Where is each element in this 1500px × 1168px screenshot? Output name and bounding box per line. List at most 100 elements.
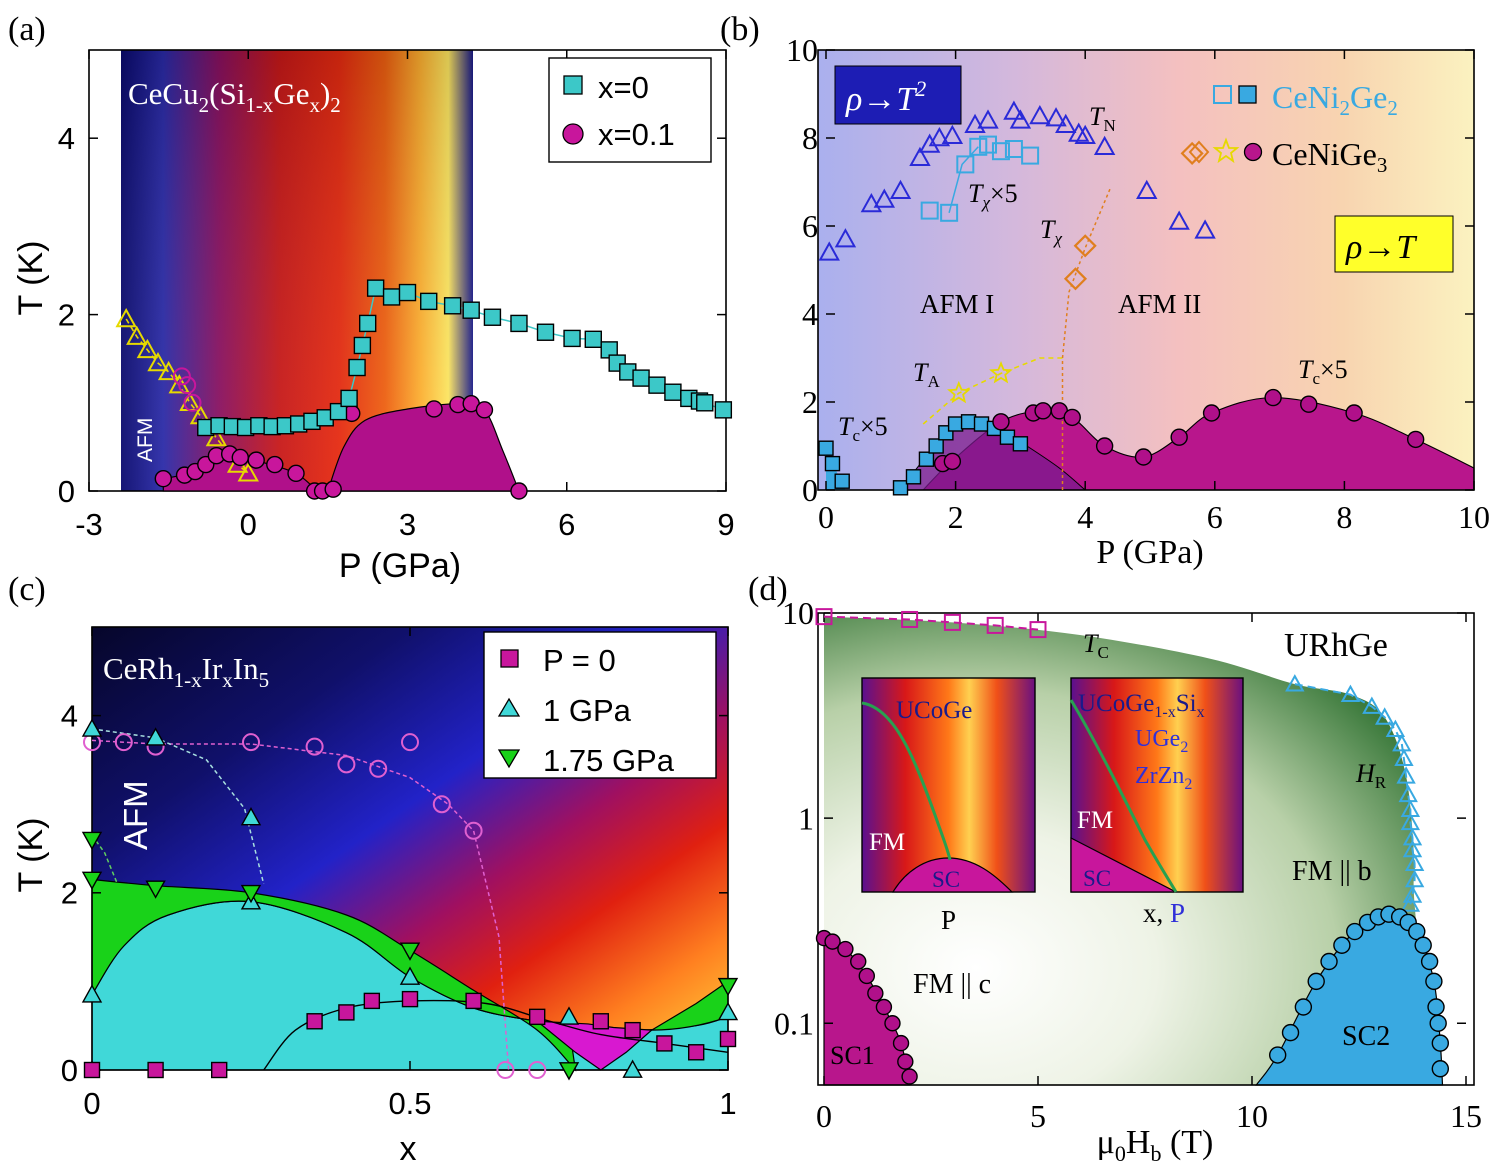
- p0-tc-square: [656, 1035, 673, 1052]
- x0-square-point: [462, 301, 480, 319]
- p0-tc-square: [83, 1061, 101, 1079]
- panel-b-tchi-base: T: [1040, 215, 1056, 244]
- panel-d-xlabel-mu: μ: [1097, 1124, 1115, 1161]
- svg-text:CeRh1-xIrxIn5: CeRh1-xIrxIn5: [103, 651, 269, 692]
- ta-guide: [922, 357, 1063, 425]
- svg-text:TN: TN: [1089, 102, 1116, 135]
- tn-triangle-point: [1068, 122, 1090, 142]
- panel-d-fm-b-label: FM || b: [1292, 856, 1372, 887]
- x-tick-label: 5: [1030, 1098, 1046, 1134]
- panel-b-tchi5-base: T: [968, 179, 984, 208]
- panel-d-xlabel-sub0: 0: [1115, 1141, 1126, 1166]
- cenige3-tc-point: [1406, 430, 1425, 449]
- x-tick-label: 0: [240, 507, 257, 542]
- panel-b-annotations: TN Tχ×5 Tχ TA Tc×5 Tc×5 AFM I AFM II: [838, 102, 1348, 445]
- sc1-circle-point: [892, 1034, 910, 1052]
- panel-d-frame: [817, 612, 1475, 1086]
- inset-generic-sc: SC: [1083, 866, 1111, 891]
- panel-c-legend-marker-square: [500, 649, 519, 668]
- sc1-circle-point: [837, 940, 854, 958]
- tn-triangle-point: [1074, 124, 1096, 144]
- panel-b-tc5-left-base: T: [838, 412, 854, 441]
- tn-triangle-point: [918, 133, 941, 153]
- x01-open-circle-point: [172, 367, 191, 386]
- tn-triangle-point: [873, 188, 896, 208]
- panel-c-title-mid: Ir: [202, 651, 223, 686]
- x0-square-point: [563, 329, 581, 348]
- hr-triangle-point: [1396, 766, 1416, 784]
- afm-triangle-point: [205, 427, 228, 447]
- panel-d-xlabel-end: (T): [1161, 1124, 1213, 1161]
- panel-b-afm2-label: AFM II: [1118, 289, 1201, 319]
- afm-triangle-point: [157, 360, 180, 381]
- cenige3-tc-point: [1264, 388, 1282, 407]
- x-tick-label: 8: [1336, 499, 1352, 535]
- p0-tn-open-circle: [369, 759, 388, 778]
- x0-square-point: [536, 323, 555, 341]
- sc2-circle-point: [1333, 936, 1351, 954]
- tn-triangle-point: [928, 126, 951, 147]
- x0-square-point: [714, 401, 733, 419]
- hr-triangle-point: [1400, 894, 1421, 912]
- panel-b-marks: [818, 100, 1425, 496]
- x0-square-point: [382, 288, 401, 306]
- cenige3-tc-point: [1063, 408, 1081, 427]
- panel-d-xlabel-subb: b: [1150, 1141, 1161, 1166]
- panel-a-title-sub2: 1-x: [245, 93, 273, 117]
- panel-b-xlabel: P (GPa): [1096, 534, 1203, 571]
- panel-b-tn-base: T: [1089, 102, 1105, 131]
- panel-a-title-mid: (Si: [209, 76, 246, 111]
- panel-d-marks: [815, 608, 1450, 1085]
- x0-square-point: [329, 402, 348, 421]
- svg-text:UGe2: UGe2: [1135, 726, 1188, 756]
- x0-square-point: [353, 336, 372, 355]
- inset-generic-axis-b: P: [1170, 898, 1185, 928]
- p0-tc-square: [592, 1013, 609, 1030]
- tchi5-square-point: [920, 201, 939, 220]
- panel-c-legend-p0: P = 0: [543, 643, 616, 678]
- tn-triangle-point: [1045, 107, 1067, 127]
- p0-tn-open-circle: [114, 733, 133, 752]
- 1gpa-triangle: [717, 1001, 739, 1021]
- 175gpa-triangle: [558, 1062, 580, 1081]
- tchi5-guide: [948, 146, 979, 213]
- panel-label-d: (d): [748, 571, 788, 608]
- panel-c-xlabel: x: [400, 1130, 417, 1168]
- inset-ucoge-fm-line: [861, 701, 952, 861]
- tchi5-square-point: [940, 203, 959, 222]
- sc2-circle-point: [1420, 952, 1439, 971]
- tn-triangle-point: [909, 146, 931, 166]
- panel-a-legend: x=0 x=0.1: [548, 57, 712, 163]
- svg-text:Tχ: Tχ: [1040, 215, 1062, 248]
- hr-triangle-point: [1400, 812, 1421, 831]
- x0-square-point: [696, 394, 714, 412]
- inset-generic-title-sub2: x: [1197, 704, 1205, 721]
- 1gpa-triangle: [558, 1006, 580, 1025]
- 175gpa-triangle: [399, 942, 421, 961]
- x-tick-label: 4: [1077, 499, 1093, 535]
- ta-star-point: [989, 361, 1013, 384]
- x0-square-point: [664, 383, 682, 401]
- panel-b-box-t2-bg: [834, 65, 962, 125]
- panel-a-afm-label: AFM: [134, 418, 157, 462]
- hr-triangle-point: [1340, 684, 1361, 703]
- x01-circle-point: [247, 451, 265, 469]
- 175gpa-triangle: [81, 831, 103, 851]
- y-tick-label: 2: [802, 384, 818, 420]
- x01-circle-point: [425, 400, 443, 418]
- sc2-circle-point: [1429, 1014, 1447, 1032]
- p0-tc-square: [688, 1044, 705, 1061]
- y-tick-label: 4: [61, 698, 78, 733]
- hr-triangle-point: [1374, 707, 1395, 725]
- p0-tc-square: [306, 1013, 323, 1030]
- panel-b-legend-open-star: [1212, 137, 1240, 164]
- x01-circle-point: [287, 464, 305, 483]
- x-tick-label: -3: [75, 507, 103, 542]
- 1gpa-triangle: [240, 807, 262, 826]
- panel-c-legend-175gpa: 1.75 GPa: [543, 743, 675, 778]
- x0-square-point: [584, 330, 602, 348]
- cenige3-tc-point: [1034, 402, 1052, 420]
- svg-text:Tc×5: Tc×5: [1298, 355, 1348, 388]
